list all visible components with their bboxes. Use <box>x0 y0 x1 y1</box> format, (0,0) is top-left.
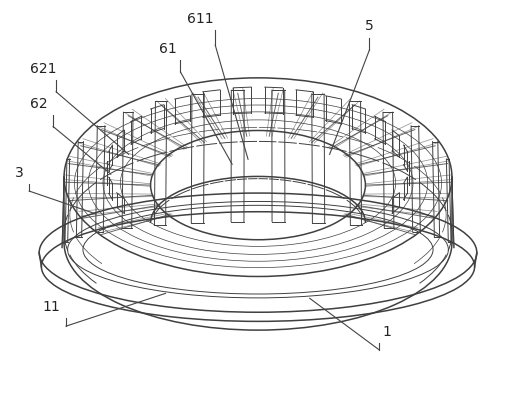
Text: 62: 62 <box>30 96 48 111</box>
Text: 61: 61 <box>158 42 176 56</box>
Text: 611: 611 <box>187 12 214 26</box>
Text: 11: 11 <box>42 299 60 313</box>
Text: 3: 3 <box>15 166 24 180</box>
Text: 5: 5 <box>365 19 374 33</box>
Text: 1: 1 <box>382 324 391 338</box>
Text: 621: 621 <box>30 62 56 76</box>
